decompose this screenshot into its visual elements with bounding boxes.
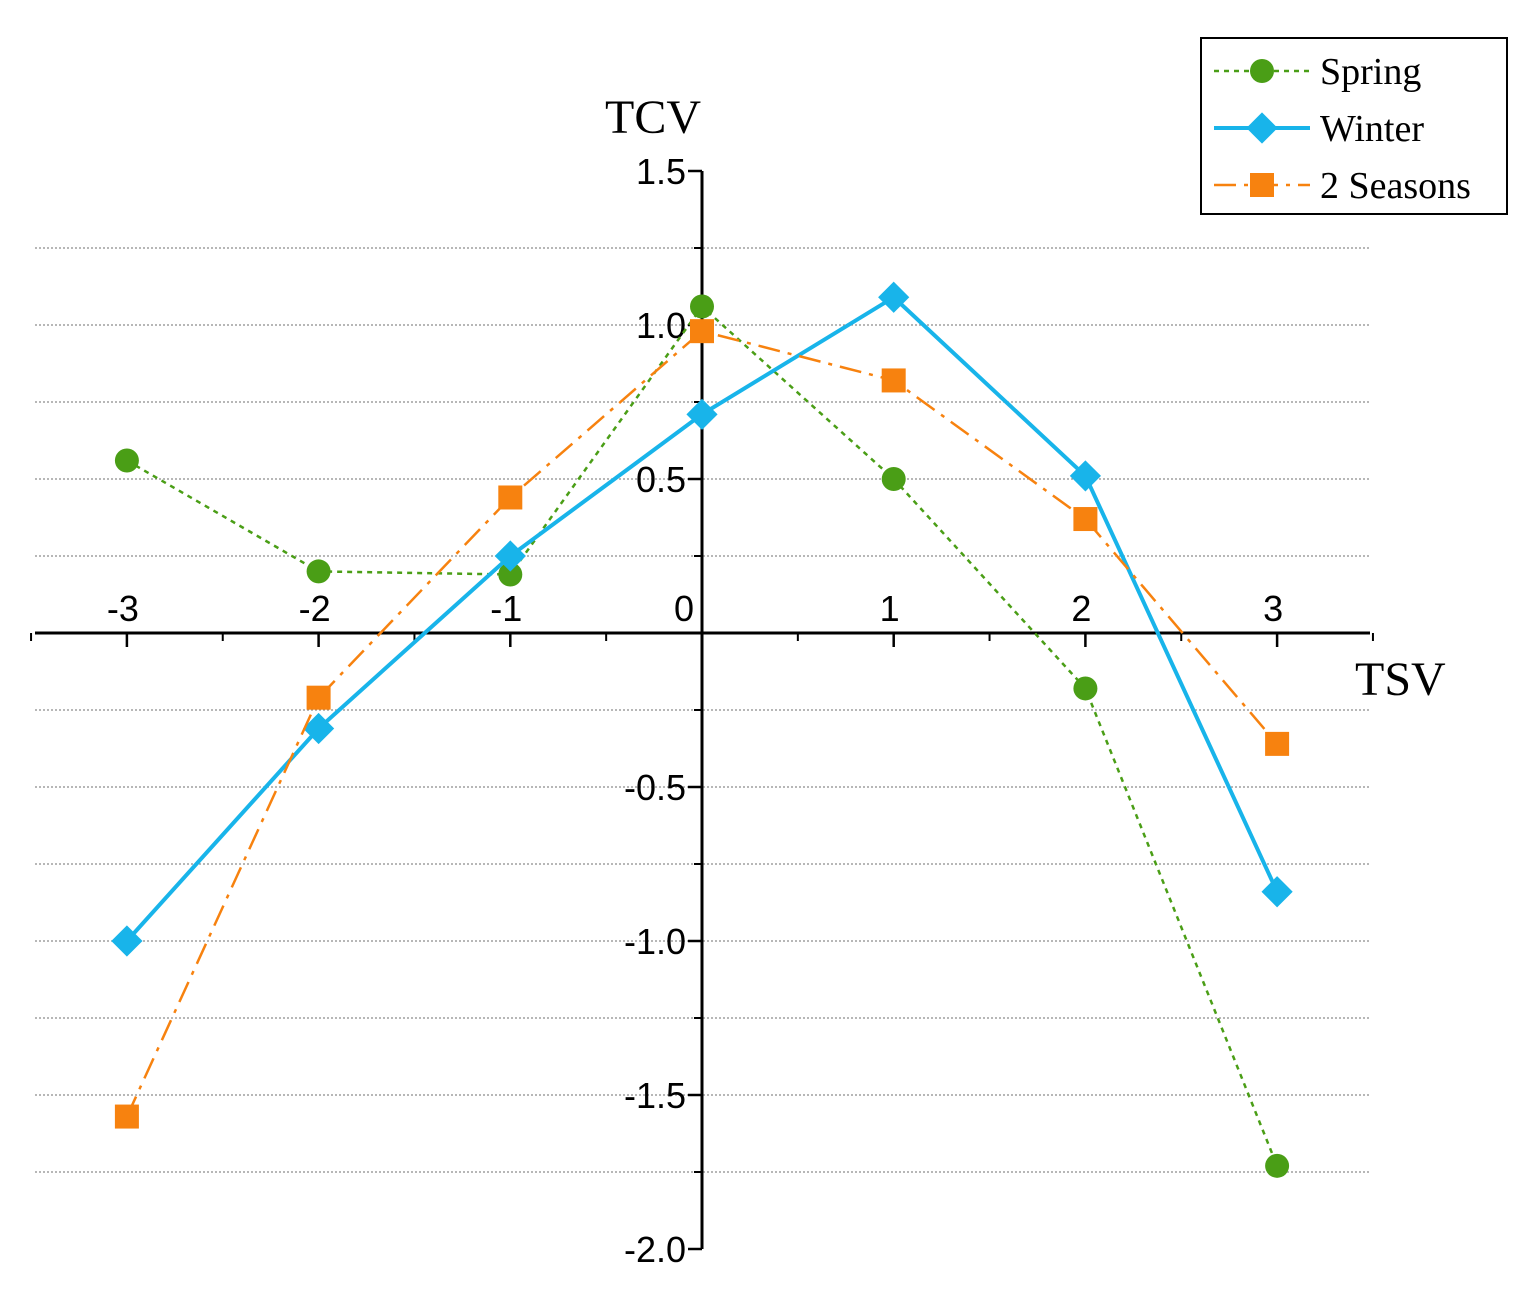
legend-item: Spring xyxy=(1214,51,1421,93)
series-layer xyxy=(111,281,1293,1178)
x-tick-label: 0 xyxy=(674,588,694,629)
x-tick-label: -3 xyxy=(107,588,139,629)
y-axis-title: TCV xyxy=(605,91,701,144)
data-point xyxy=(1265,1153,1290,1178)
x-axis-title: TSV xyxy=(1355,653,1446,706)
data-point xyxy=(690,294,714,319)
legend-label: Spring xyxy=(1320,51,1421,93)
data-point xyxy=(498,562,523,587)
data-point xyxy=(114,448,139,473)
y-tick-label: -2.0 xyxy=(624,1229,686,1270)
series-2-seasons xyxy=(114,319,1290,1129)
y-tick-label: -1.0 xyxy=(624,921,686,962)
data-point xyxy=(1073,507,1098,532)
legend-marker xyxy=(1246,112,1278,144)
data-point xyxy=(881,368,906,393)
legend-item: Winter xyxy=(1214,108,1424,150)
gridlines xyxy=(35,247,1370,1173)
data-point xyxy=(494,540,526,572)
series-spring xyxy=(114,294,1290,1178)
data-point xyxy=(881,467,906,491)
legend-label: Winter xyxy=(1320,108,1424,150)
data-point xyxy=(498,485,523,510)
legend: Spring Winter 2 Seasons xyxy=(1200,37,1508,215)
legend-marker xyxy=(1250,173,1274,197)
x-tick-label: 3 xyxy=(1263,588,1283,629)
data-point xyxy=(690,319,714,344)
x-tick-label: -2 xyxy=(299,588,331,629)
data-point xyxy=(111,925,143,957)
series-winter xyxy=(111,281,1293,957)
data-point xyxy=(1265,731,1290,756)
data-point xyxy=(1069,460,1101,492)
data-point xyxy=(306,559,331,584)
legend-label: 2 Seasons xyxy=(1320,165,1471,207)
y-tick-label: 1.5 xyxy=(636,151,686,192)
y-tick-label: -0.5 xyxy=(624,767,686,808)
data-point xyxy=(303,712,335,745)
tick-labels: -3 -2 -1 0 1 2 31.51.00.5-0.5-1.0-1.5-2.0 xyxy=(107,151,1283,1270)
x-tick-label: -1 xyxy=(490,588,522,629)
legend-item: 2 Seasons xyxy=(1214,165,1471,207)
data-point xyxy=(114,1104,139,1129)
data-point xyxy=(1261,876,1293,908)
y-tick-label: -1.5 xyxy=(624,1075,686,1116)
data-point xyxy=(306,685,331,710)
data-point xyxy=(1073,676,1098,701)
x-tick-label: 1 xyxy=(880,588,900,629)
x-tick-label: 2 xyxy=(1071,588,1091,629)
y-tick-label: 0.5 xyxy=(636,459,686,500)
data-point xyxy=(878,281,910,313)
data-point xyxy=(686,398,718,430)
legend-marker xyxy=(1250,59,1274,83)
